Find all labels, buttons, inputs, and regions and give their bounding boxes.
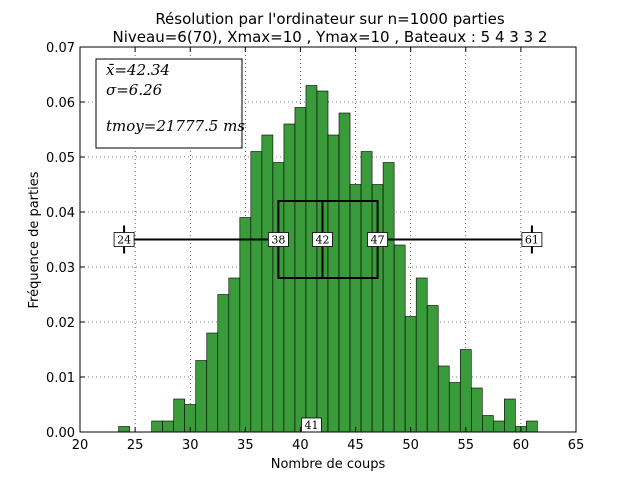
stats-box-frame [95,58,243,149]
histogram-bar [415,277,428,433]
x-tick-label: 35 [237,438,254,453]
stats-mean: x̄=42.34 [106,61,170,79]
histogram-bar [404,316,417,433]
histogram-bar [327,134,340,433]
mode-marker-label: 41 [304,419,318,432]
histogram-bar [459,349,472,433]
histogram-bar [173,398,186,433]
x-tick-label: 50 [402,438,419,453]
x-tick-label: 45 [347,438,364,453]
y-tick-label: 0.05 [46,151,75,166]
x-tick-label: 20 [72,438,89,453]
x-tick-label: 60 [513,438,530,453]
histogram-bar [239,217,252,433]
histogram-bar [426,305,439,433]
chart-title-line2: Niveau=6(70), Xmax=10 , Ymax=10 , Bateau… [113,28,548,46]
x-axis-label: Nombre de coups [271,457,386,472]
boxplot-label-q1-bg [267,232,289,247]
histogram-bar [382,162,395,433]
boxplot-label-max: 61 [525,234,539,247]
histogram-bar [162,420,174,433]
x-tick-label: 55 [458,438,475,453]
histogram-bar [261,134,274,433]
boxplot-label-q3-bg [367,232,389,247]
histogram-bar [526,420,538,433]
histogram-bar [151,420,163,433]
boxplot-label-median-bg [312,232,333,247]
histogram-bar [338,112,351,433]
histogram-bar [482,415,494,433]
histogram-bar [118,426,130,433]
x-tick-label: 40 [292,438,309,453]
boxplot-label-max-bg [521,232,543,247]
histogram-bar [360,151,373,433]
stats-sigma: σ=6.26 [106,81,163,99]
histogram-bar [493,420,505,433]
y-tick-label: 0.03 [46,261,75,276]
histogram-bar [217,294,230,433]
plot-frame [79,46,577,433]
y-tick-label: 0.00 [46,426,75,441]
histogram-bar [206,332,219,433]
stats-box: x̄=42.34 σ=6.26 tmoy=21777.5 ms [95,58,245,149]
histogram-bar [470,387,483,433]
x-tick-label: 30 [182,438,199,453]
y-tick-label: 0.06 [46,96,75,111]
y-tick-label: 0.04 [46,206,75,221]
y-tick-label: 0.07 [46,41,75,56]
y-tick-label: 0.01 [46,371,75,386]
histogram-bar [393,244,406,433]
boxplot-label-q1: 38 [271,234,285,247]
histogram-bar [228,277,241,433]
histogram-bar [305,85,318,433]
histogram-bar [448,382,461,433]
stats-tmoy: tmoy=21777.5 ms [106,117,245,135]
histogram-bar [195,360,208,433]
y-tick-label: 0.02 [46,316,75,331]
boxplot-label-q3: 47 [371,234,385,247]
histogram-bar [250,151,263,433]
boxplot-label-min-bg [113,232,135,247]
histogram-bars [118,85,538,433]
x-tick-label: 65 [568,438,585,453]
histogram-bar [504,398,516,433]
boxplot: 24 38 42 47 61 41 [113,200,543,433]
boxplot-label-min: 24 [117,234,131,247]
histogram-bar [437,365,450,433]
histogram-bar [349,184,362,433]
histogram-bar [294,107,307,433]
chart-title-line1: Résolution par l'ordinateur sur n=1000 p… [155,10,505,28]
axis-ticks: 20 25 30 35 40 45 50 55 60 65 0.00 0.01 0.02 0.03 0.04… [46,41,584,453]
boxplot-label-median: 42 [315,234,329,247]
x-tick-label: 25 [127,438,144,453]
y-axis-label: Fréquence de parties [27,171,42,308]
